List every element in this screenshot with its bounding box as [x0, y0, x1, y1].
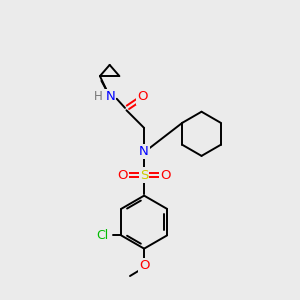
Text: O: O	[160, 169, 171, 182]
Text: N: N	[105, 91, 115, 103]
Text: N: N	[139, 145, 149, 158]
Text: O: O	[137, 91, 148, 103]
Text: S: S	[140, 169, 148, 182]
Text: O: O	[139, 259, 149, 272]
Text: H: H	[94, 91, 102, 103]
Text: O: O	[118, 169, 128, 182]
Text: Cl: Cl	[97, 229, 109, 242]
